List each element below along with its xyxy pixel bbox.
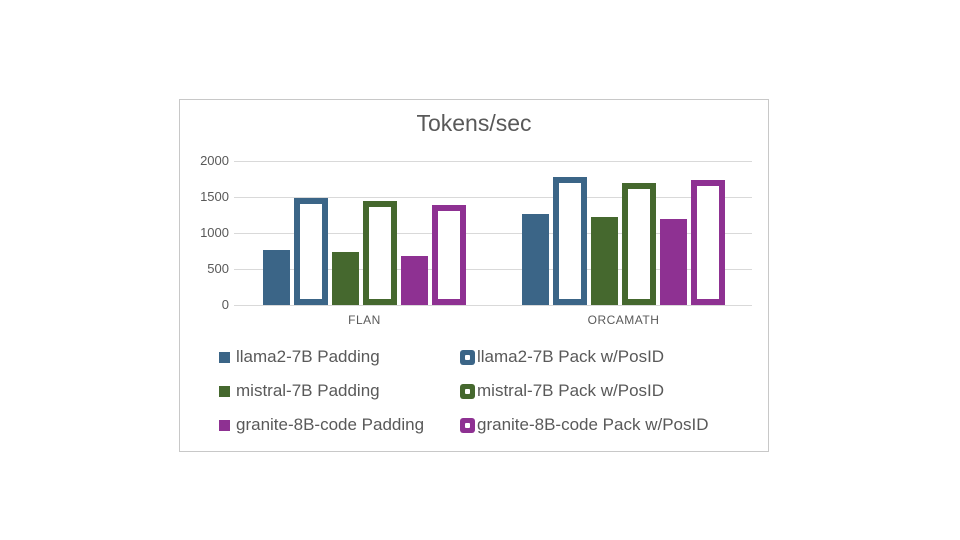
legend-item-granite-8b-code-padding: granite-8B-code Padding: [219, 415, 460, 435]
legend-item-llama2-7b-padding: llama2-7B Padding: [219, 347, 460, 367]
legend-row: llama2-7B Padding llama2-7B Pack w/PosID: [219, 347, 709, 367]
bar-flan-mistral-7b-pack-w-posid: [363, 201, 397, 305]
y-tick-1500: 1500: [200, 189, 229, 204]
y-tick-500: 500: [207, 261, 229, 276]
x-label-flan: FLAN: [348, 313, 381, 327]
legend-label: granite-8B-code Padding: [236, 415, 425, 434]
x-label-orcamath: ORCAMATH: [587, 313, 660, 327]
gridline-500: [234, 269, 752, 270]
legend-label: llama2-7B Padding: [236, 347, 380, 366]
legend-outlined-swatch-icon: [460, 383, 475, 399]
legend-item-mistral-7b-padding: mistral-7B Padding: [219, 381, 460, 401]
legend-label: mistral-7B Pack w/PosID: [477, 381, 665, 400]
legend-swatch-inner: [465, 422, 470, 428]
legend-item-llama2-7b-pack-w-posid: llama2-7B Pack w/PosID: [460, 347, 664, 367]
legend-outlined-swatch-icon: [460, 349, 475, 365]
legend-solid-swatch-icon: [219, 385, 230, 397]
legend-outlined-swatch-icon: [460, 417, 475, 433]
y-tick-1000: 1000: [200, 225, 229, 240]
bar-orcamath-granite-8b-code-padding: [660, 219, 687, 305]
gridline-1500: [234, 197, 752, 198]
gridline-0: [234, 305, 752, 306]
legend-row: mistral-7B Padding mistral-7B Pack w/PosI…: [219, 381, 709, 401]
bar-orcamath-llama2-7b-padding: [522, 214, 549, 305]
y-tick-2000: 2000: [200, 153, 229, 168]
bar-orcamath-granite-8b-code-pack-w-posid: [691, 180, 725, 305]
legend-solid-swatch-icon: [219, 351, 230, 363]
legend-label: granite-8B-code Pack w/PosID: [477, 415, 709, 434]
legend-row: granite-8B-code Padding granite-8B-code P…: [219, 415, 709, 435]
bar-flan-llama2-7b-padding: [263, 250, 290, 305]
plot-area: [234, 161, 752, 306]
bar-orcamath-llama2-7b-pack-w-posid: [553, 177, 587, 305]
bar-orcamath-mistral-7b-pack-w-posid: [622, 183, 656, 305]
legend-solid-swatch-icon: [219, 419, 230, 431]
legend-label: llama2-7B Pack w/PosID: [477, 347, 665, 366]
bar-flan-mistral-7b-padding: [332, 252, 359, 305]
bar-flan-granite-8b-code-padding: [401, 256, 428, 305]
bar-group-flan: [263, 198, 466, 305]
legend-swatch-inner: [465, 354, 470, 360]
bar-flan-granite-8b-code-pack-w-posid: [432, 205, 466, 305]
gridline-2000: [234, 161, 752, 162]
chart-panel: Tokens/sec llama2-7B Padding llama2-7B Pa…: [179, 99, 769, 452]
legend-item-mistral-7b-pack-w-posid: mistral-7B Pack w/PosID: [460, 381, 664, 401]
bar-group-orcamath: [522, 177, 725, 305]
legend-label: mistral-7B Padding: [236, 381, 380, 400]
gridline-1000: [234, 233, 752, 234]
legend-item-granite-8b-code-pack-w-posid: granite-8B-code Pack w/PosID: [460, 415, 709, 435]
y-tick-0: 0: [221, 297, 229, 312]
bar-flan-llama2-7b-pack-w-posid: [294, 198, 328, 305]
bar-orcamath-mistral-7b-padding: [591, 217, 618, 305]
legend: llama2-7B Padding llama2-7B Pack w/PosID m…: [219, 347, 709, 450]
chart-title: Tokens/sec: [416, 110, 532, 136]
legend-swatch-inner: [465, 388, 470, 394]
